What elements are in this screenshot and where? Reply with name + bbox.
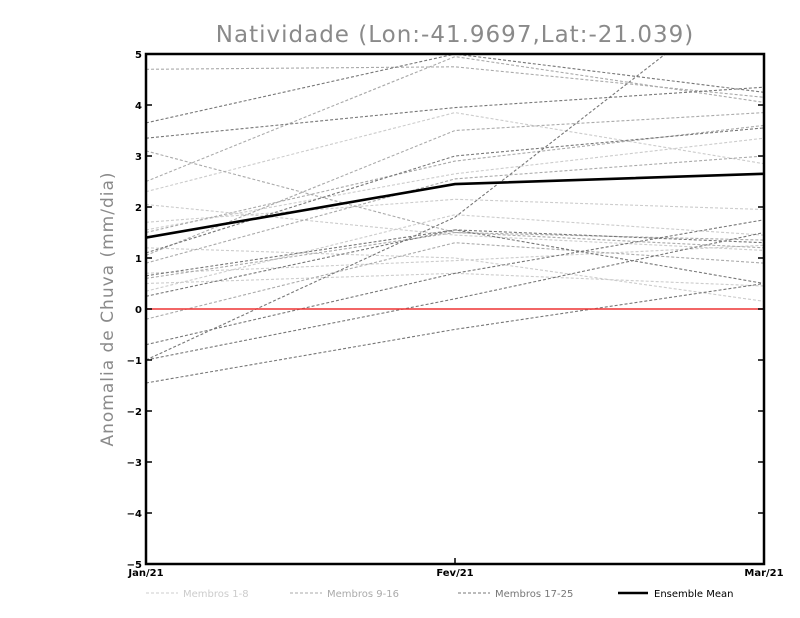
- member-line-7: [146, 214, 764, 292]
- y-axis-label: Anomalia de Chuva (mm/dia): [98, 171, 118, 446]
- y-tick-label: 1: [135, 254, 142, 265]
- member-line-10: [146, 56, 764, 183]
- y-tick-label: 4: [135, 101, 142, 112]
- member-line-15: [146, 242, 764, 320]
- member-line-19: [146, 54, 667, 361]
- member-line-6: [146, 203, 764, 251]
- member-line-4: [146, 244, 764, 274]
- chart-title: Natividade (Lon:-41.9697,Lat:-21.039): [216, 22, 694, 48]
- x-axis-ticks: Jan/21 Fev/21 Mar/21: [127, 558, 784, 579]
- member-line-3: [146, 247, 764, 302]
- member-line-18: [146, 86, 764, 139]
- member-line-25: [146, 231, 764, 361]
- y-tick-label: −1: [127, 356, 142, 367]
- y-tick-label: −4: [127, 509, 142, 520]
- member-line-24: [146, 229, 764, 297]
- y-tick-label: −3: [127, 458, 142, 469]
- member-line-16: [146, 124, 764, 234]
- x-tick-label: Fev/21: [436, 568, 473, 579]
- member-line-12: [146, 150, 764, 241]
- y-axis-ticks: −5 −4 −3 −2 −1 0 1 2 3 4 5: [127, 50, 764, 571]
- legend-label-4: Ensemble Mean: [654, 589, 733, 600]
- member-line-14: [146, 155, 764, 264]
- y-tick-label: 2: [135, 203, 142, 214]
- y-tick-label: 0: [135, 305, 142, 316]
- y-tick-label: 5: [135, 50, 142, 61]
- member-line-8: [146, 137, 764, 231]
- legend-label-1: Membros 1-8: [183, 589, 249, 600]
- ensemble-mean-line: [146, 172, 764, 239]
- y-tick-label: −5: [127, 560, 142, 571]
- ensemble-mean-layer: [146, 172, 764, 239]
- x-tick-label: Mar/21: [744, 568, 783, 579]
- y-tick-label: −2: [127, 407, 142, 418]
- legend-label-3: Membros 17-25: [495, 589, 573, 600]
- member-line-2: [146, 198, 764, 223]
- member-line-17: [146, 54, 764, 124]
- legend-label-2: Membros 9-16: [327, 589, 399, 600]
- member-line-11: [146, 112, 764, 256]
- member-line-9: [146, 66, 764, 98]
- member-line-23: [146, 282, 764, 384]
- member-line-13: [146, 231, 764, 279]
- legend: Membros 1-8 Membros 9-16 Membros 17-25 Ense…: [146, 589, 733, 600]
- member-line-20: [146, 127, 764, 254]
- member-line-22: [146, 219, 764, 346]
- y-tick-label: 3: [135, 152, 142, 163]
- x-tick-label: Jan/21: [127, 568, 163, 579]
- member-line-5: [146, 272, 764, 287]
- series-layer: [146, 54, 764, 384]
- member-line-1: [146, 112, 764, 193]
